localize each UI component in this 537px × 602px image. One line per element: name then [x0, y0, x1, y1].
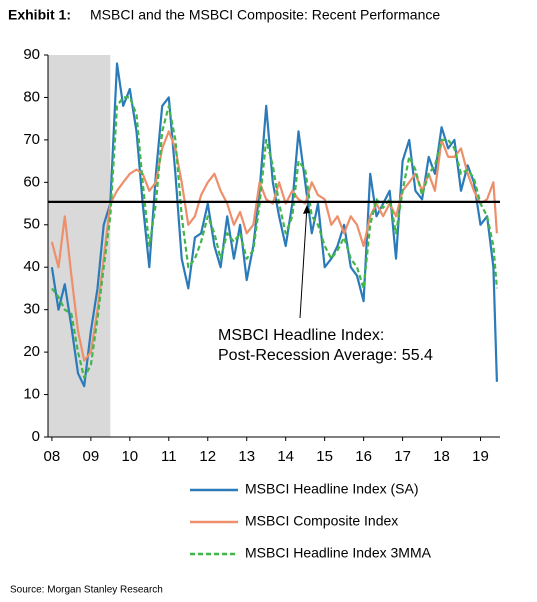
series-line	[50, 130, 498, 362]
x-tick-label: 10	[121, 448, 138, 465]
arrow-head	[303, 204, 310, 214]
legend-label: MSBCI Composite Index	[245, 513, 398, 529]
source: Source: Morgan Stanley Research	[10, 585, 163, 596]
y-tick-label: 70	[23, 131, 40, 148]
y-tick-label: 10	[23, 386, 40, 403]
x-tick-label: 17	[394, 448, 411, 465]
y-tick-label: 30	[23, 301, 40, 318]
x-tick-label: 19	[472, 448, 489, 465]
y-tick-label: 20	[23, 343, 40, 360]
x-tick-label: 15	[316, 448, 333, 465]
y-tick-label: 90	[23, 46, 40, 63]
legend-label: MSBCI Headline Index 3MMA	[245, 545, 432, 561]
title-label: Exhibit 1:	[8, 7, 71, 23]
y-tick-label: 40	[23, 258, 40, 275]
x-tick-label: 18	[433, 448, 450, 465]
x-tick-label: 16	[355, 448, 372, 465]
y-tick-label: 80	[23, 88, 40, 105]
x-tick-label: 13	[238, 448, 255, 465]
legend-label: MSBCI Headline Index (SA)	[245, 481, 419, 497]
annotation: Post-Recession Average: 55.4	[218, 347, 433, 364]
chart-title: MSBCI and the MSBCI Composite: Recent Pe…	[90, 7, 440, 23]
series-line	[51, 96, 498, 379]
x-tick-label: 14	[277, 448, 294, 465]
x-tick-label: 08	[44, 448, 61, 465]
annotation-arrow	[299, 205, 308, 319]
y-tick-label: 0	[32, 428, 40, 445]
annotation: MSBCI Headline Index:	[218, 327, 384, 344]
y-tick-label: 50	[23, 216, 40, 233]
x-tick-label: 11	[161, 448, 177, 465]
x-tick-label: 12	[199, 448, 216, 465]
x-tick-label: 09	[83, 448, 100, 465]
y-tick-label: 60	[23, 173, 40, 190]
